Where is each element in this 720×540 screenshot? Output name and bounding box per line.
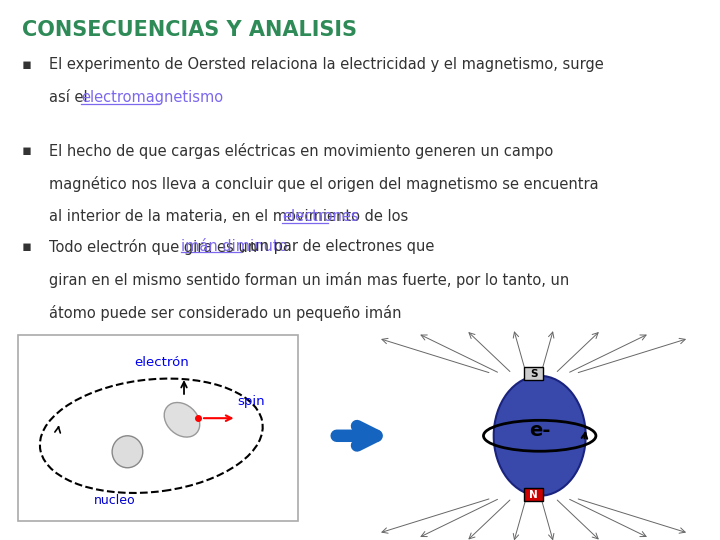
Ellipse shape <box>164 402 199 437</box>
Text: Todo electrón que gira es un: Todo electrón que gira es un <box>49 239 262 254</box>
Text: CONSECUENCIAS Y ANALISIS: CONSECUENCIAS Y ANALISIS <box>22 20 357 40</box>
Ellipse shape <box>494 376 585 496</box>
Text: N: N <box>529 490 538 500</box>
Text: al interior de la materia, en el movimiento de los: al interior de la materia, en el movimie… <box>49 209 413 224</box>
Text: giran en el mismo sentido forman un imán mas fuerte, por lo tanto, un: giran en el mismo sentido forman un imán… <box>49 272 570 288</box>
Text: El experimento de Oersted relaciona la electricidad y el magnetismo, surge: El experimento de Oersted relaciona la e… <box>49 57 604 72</box>
Text: magnético nos lleva a concluir que el origen del magnetismo se encuentra: magnético nos lleva a concluir que el or… <box>49 176 599 192</box>
Text: El hecho de que cargas eléctricas en movimiento generen un campo: El hecho de que cargas eléctricas en mov… <box>49 143 554 159</box>
Text: ▪: ▪ <box>22 239 32 254</box>
Text: S: S <box>530 369 537 379</box>
FancyBboxPatch shape <box>524 488 543 501</box>
Text: electrón: electrón <box>134 356 189 369</box>
Text: ▪: ▪ <box>22 143 32 158</box>
Text: átomo puede ser considerado un pequeño imán: átomo puede ser considerado un pequeño i… <box>49 305 402 321</box>
Text: spin: spin <box>237 395 265 408</box>
Ellipse shape <box>112 436 143 468</box>
Text: ▪: ▪ <box>22 57 32 72</box>
Text: e-: e- <box>529 421 550 440</box>
Text: nucleo: nucleo <box>94 495 135 508</box>
Text: electrones: electrones <box>282 209 359 224</box>
Text: electromagnetismo: electromagnetismo <box>81 90 223 105</box>
FancyBboxPatch shape <box>19 334 298 521</box>
Text: así el: así el <box>49 90 92 105</box>
Text: , un par de electrones que: , un par de electrones que <box>240 239 434 254</box>
FancyBboxPatch shape <box>524 367 543 380</box>
Text: imán diminuto: imán diminuto <box>181 239 288 254</box>
